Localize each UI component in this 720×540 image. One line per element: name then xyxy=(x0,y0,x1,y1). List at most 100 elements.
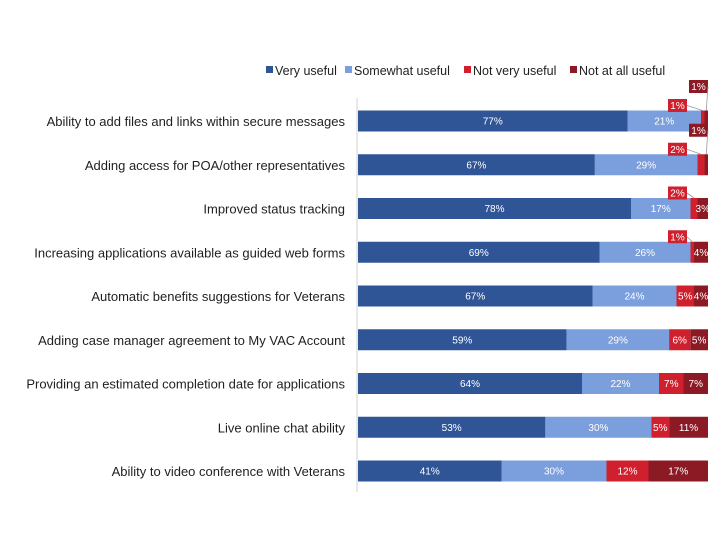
bar-not-at-all-useful xyxy=(697,198,708,219)
data-label: 41% xyxy=(420,467,440,478)
bar-not-very-useful xyxy=(651,416,670,438)
data-label: 11% xyxy=(679,423,698,434)
category-label: Adding case manager agreement to My VAC … xyxy=(38,333,345,348)
data-label: 7% xyxy=(689,379,704,390)
bar-very-useful xyxy=(358,460,502,482)
data-label: 64% xyxy=(460,379,480,390)
callout-leader xyxy=(686,192,695,199)
legend-swatch xyxy=(266,66,273,73)
callout-box xyxy=(668,230,687,244)
legend-swatch xyxy=(570,66,577,73)
callout-not-at-all-useful: 1% xyxy=(689,123,709,155)
data-label: 3% xyxy=(696,204,711,215)
legend-label: Not at all useful xyxy=(579,64,665,78)
legend-item-not-very-useful: Not very useful xyxy=(464,64,556,78)
bar-somewhat-useful xyxy=(627,110,701,132)
legend-label: Somewhat useful xyxy=(354,64,450,78)
data-label: 30% xyxy=(588,423,608,434)
data-labels: 77% 21% 1% 1% 67% 29% 2% 1% 78% 17% 2% 3% 69% 26% 1% 4%… xyxy=(420,80,710,478)
legend-swatch xyxy=(345,66,352,73)
callout-not-very-useful: 1% xyxy=(668,99,703,112)
bar-not-at-all-useful xyxy=(694,241,708,263)
data-label: 4% xyxy=(694,292,709,303)
bar-somewhat-useful xyxy=(631,198,691,219)
callout-not-at-all-useful: 1% xyxy=(689,80,709,111)
data-label: 21% xyxy=(654,117,674,128)
bar-very-useful xyxy=(358,373,582,394)
bar-not-at-all-useful xyxy=(694,285,708,307)
data-label: 1% xyxy=(670,101,685,112)
callout-not-very-useful: 2% xyxy=(668,186,695,200)
category-label: Automatic benefits suggestions for Veter… xyxy=(91,289,345,304)
data-label: 29% xyxy=(608,335,628,346)
bar-not-at-all-useful xyxy=(648,460,708,482)
bar-somewhat-useful xyxy=(545,416,652,438)
bar-not-very-useful xyxy=(701,110,705,132)
callout-box xyxy=(668,186,687,200)
data-label: 77% xyxy=(483,117,503,128)
bar-somewhat-useful xyxy=(592,285,677,307)
data-label: 24% xyxy=(624,292,644,303)
callout-box xyxy=(668,142,687,156)
bar-not-very-useful xyxy=(690,198,698,219)
bar-somewhat-useful xyxy=(501,460,607,482)
bar-not-at-all-useful xyxy=(690,329,708,351)
callout-box xyxy=(689,123,708,137)
data-label: 30% xyxy=(544,467,564,478)
data-label: 1% xyxy=(670,232,685,243)
data-label: 5% xyxy=(653,423,668,434)
bar-somewhat-useful xyxy=(599,241,691,263)
category-label: Live online chat ability xyxy=(218,420,346,435)
legend-item-not-at-all-useful: Not at all useful xyxy=(570,64,665,78)
category-labels: Ability to add files and links within se… xyxy=(26,114,345,479)
legend-label: Not very useful xyxy=(473,64,556,78)
data-label: 67% xyxy=(465,292,485,303)
bar-very-useful xyxy=(358,416,546,438)
category-label: Improved status tracking xyxy=(203,202,345,217)
bar-not-very-useful xyxy=(669,329,691,351)
data-label: 59% xyxy=(452,335,472,346)
legend: Very useful Somewhat useful Not very usefu… xyxy=(266,64,665,78)
bar-very-useful xyxy=(358,329,567,351)
bar-very-useful xyxy=(358,241,600,263)
data-label: 2% xyxy=(670,189,685,200)
callout-leader xyxy=(705,86,709,111)
data-label: 69% xyxy=(469,248,489,259)
bar-very-useful xyxy=(358,198,631,219)
bar-somewhat-useful xyxy=(566,329,670,351)
legend-item-somewhat-useful: Somewhat useful xyxy=(345,64,450,78)
data-label: 26% xyxy=(635,248,655,259)
category-label: Ability to add files and links within se… xyxy=(47,114,346,129)
data-label: 2% xyxy=(670,145,685,156)
legend-item-very-useful: Very useful xyxy=(266,64,337,78)
data-label: 12% xyxy=(617,467,637,478)
callout-box xyxy=(668,99,687,112)
data-label: 1% xyxy=(691,126,706,137)
data-label: 1% xyxy=(691,82,706,93)
legend-swatch xyxy=(464,66,471,73)
bar-very-useful xyxy=(358,285,593,307)
bar-not-at-all-useful xyxy=(683,373,708,394)
bar-somewhat-useful xyxy=(594,154,698,176)
legend-label: Very useful xyxy=(275,64,337,78)
bar-not-very-useful xyxy=(659,373,684,394)
data-label: 4% xyxy=(694,248,709,259)
data-label: 29% xyxy=(636,160,656,171)
bar-not-very-useful xyxy=(676,285,694,307)
data-label: 17% xyxy=(668,467,688,478)
data-label: 53% xyxy=(442,423,462,434)
data-label: 7% xyxy=(664,379,679,390)
data-label: 67% xyxy=(466,160,486,171)
bar-not-at-all-useful xyxy=(704,154,708,176)
bars xyxy=(358,110,708,482)
data-label: 5% xyxy=(692,335,707,346)
callout-leader xyxy=(705,130,709,155)
data-label: 6% xyxy=(672,335,687,346)
bar-not-very-useful xyxy=(690,241,694,263)
data-label: 17% xyxy=(651,204,671,215)
callout-not-very-useful: 2% xyxy=(668,142,702,156)
bar-very-useful xyxy=(358,154,595,176)
category-label: Providing an estimated completion date f… xyxy=(26,377,345,392)
data-label: 22% xyxy=(610,379,630,390)
